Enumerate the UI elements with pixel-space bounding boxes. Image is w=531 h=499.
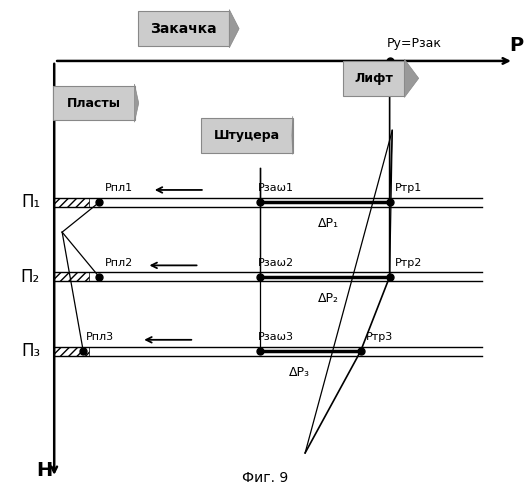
Text: ΔP₃: ΔP₃ bbox=[289, 366, 310, 379]
Text: ΔP₁: ΔP₁ bbox=[318, 217, 339, 230]
Polygon shape bbox=[54, 347, 89, 356]
Polygon shape bbox=[54, 272, 89, 281]
Text: Рзаѡ3: Рзаѡ3 bbox=[258, 332, 294, 342]
FancyBboxPatch shape bbox=[138, 11, 229, 46]
Text: Ртр3: Ртр3 bbox=[366, 332, 393, 342]
Text: П₃: П₃ bbox=[21, 342, 40, 360]
Text: Рзаѡ2: Рзаѡ2 bbox=[258, 258, 294, 268]
Text: Ртр1: Ртр1 bbox=[395, 184, 422, 194]
Text: Рпл1: Рпл1 bbox=[105, 184, 133, 194]
Text: Рпл2: Рпл2 bbox=[105, 258, 133, 268]
Text: Ртр2: Ртр2 bbox=[395, 258, 422, 268]
Text: Штуцера: Штуцера bbox=[214, 129, 280, 142]
Text: Фиг. 9: Фиг. 9 bbox=[242, 471, 289, 485]
Text: П₁: П₁ bbox=[21, 193, 40, 212]
Polygon shape bbox=[54, 198, 89, 207]
Text: Рпл3: Рпл3 bbox=[86, 332, 114, 342]
Text: Закачка: Закачка bbox=[150, 21, 217, 36]
Text: П₂: П₂ bbox=[21, 268, 40, 286]
FancyBboxPatch shape bbox=[343, 61, 405, 96]
FancyBboxPatch shape bbox=[53, 86, 134, 120]
Polygon shape bbox=[292, 116, 293, 155]
Polygon shape bbox=[229, 9, 239, 48]
Text: P: P bbox=[509, 36, 524, 55]
Text: H: H bbox=[37, 461, 53, 480]
Text: ΔP₂: ΔP₂ bbox=[318, 292, 339, 305]
FancyBboxPatch shape bbox=[201, 118, 293, 153]
Text: Пласты: Пласты bbox=[67, 97, 121, 110]
Text: Лифт: Лифт bbox=[354, 72, 393, 85]
Polygon shape bbox=[405, 59, 418, 97]
Text: Ру=Рзак: Ру=Рзак bbox=[387, 37, 442, 50]
Text: Рзаѡ1: Рзаѡ1 bbox=[258, 184, 294, 194]
Polygon shape bbox=[134, 84, 139, 122]
